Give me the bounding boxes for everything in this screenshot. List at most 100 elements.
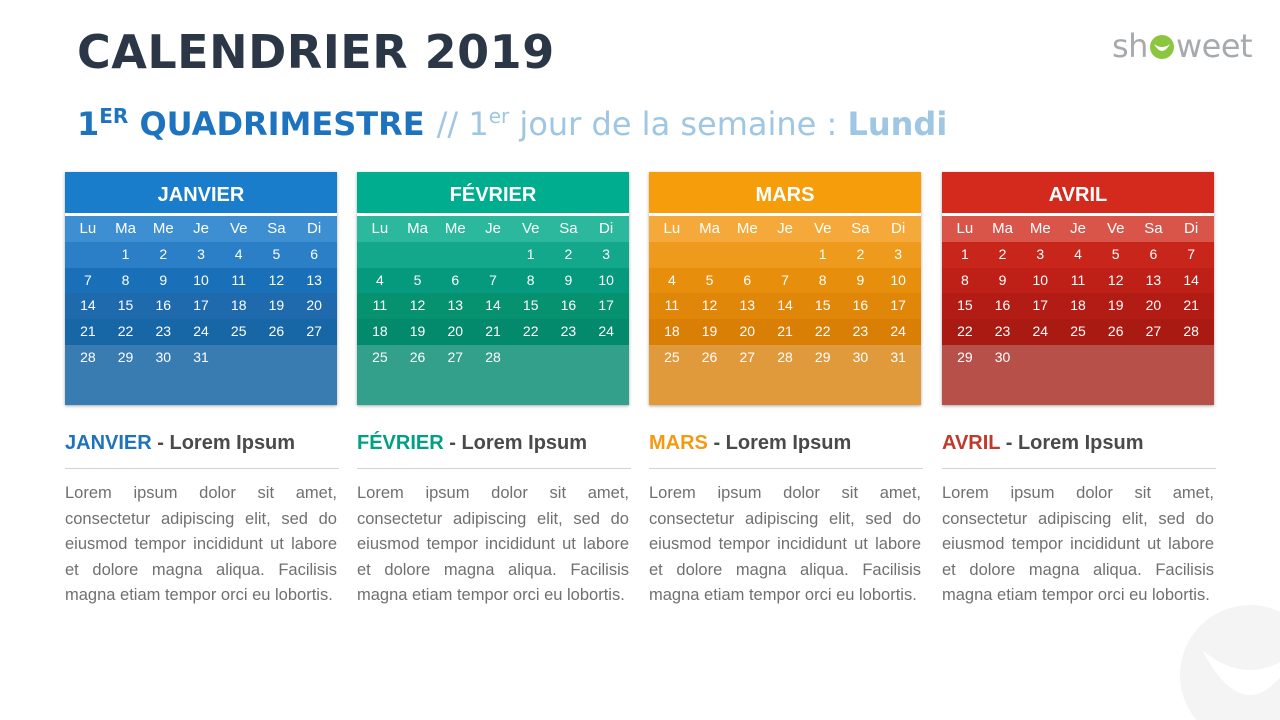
day-cell: 13 [1145,271,1162,288]
day-cell: 20 [447,323,464,340]
day-cell [69,242,107,268]
day-name: Je [193,220,209,237]
day-cell: 5 [413,271,422,288]
week-row: 11 12 13 14 15 16 17 [357,293,629,320]
day-name: Lu [371,220,389,237]
day-cell: 5 [272,245,281,262]
day-cell: 16 [994,297,1011,314]
day-cell: 18 [372,323,388,340]
week-start-label: // 1er jour de la semaine : Lundi [436,104,948,143]
day-name: Sa [1144,220,1163,237]
day-names-row: Lu Ma Me Je Ve Sa Di [65,216,337,242]
day-cell: 2 [159,245,168,262]
day-cell: 24 [890,323,906,340]
month-grid: Lu Ma Me Je Ve Sa Di 1 2 3 4 5 6 7 8 9 10 11 12 13 14 15 16 17 1… [649,216,921,371]
day-cell [1172,345,1210,371]
day-names-row: Lu Ma Me Je Ve Sa Di [357,216,629,242]
day-cell: 7 [781,271,789,288]
week-row: 28 29 30 31 [65,344,337,371]
day-cell [436,242,474,268]
day-name: Je [777,220,793,237]
day-cell: 19 [409,323,426,340]
month-info-separator: - [707,432,726,454]
calendar-footer [649,370,921,405]
calendar-1: FÉVRIER Lu Ma Me Je Ve Sa Di 1 2 3 4 5 6 7 8 9 10 11 12 13 14… [357,172,629,405]
showeet-logo: sh weet [1112,27,1253,65]
day-cell: 12 [1107,271,1124,288]
day-cell: 14 [777,297,793,314]
day-cell: 15 [814,297,831,314]
day-cell: 4 [375,271,384,288]
day-cell: 18 [230,297,247,314]
day-cell: 3 [1036,245,1045,262]
month-header: FÉVRIER [357,172,629,216]
day-cell: 13 [739,297,756,314]
day-name: Ve [229,220,248,237]
day-cell: 22 [522,323,539,340]
day-name: Je [485,220,501,237]
day-cell: 4 [234,245,243,262]
day-name: Lu [663,220,681,237]
day-cell [587,345,625,371]
week-row: 14 15 16 17 18 19 20 [65,293,337,320]
day-cell: 4 [667,271,676,288]
week-row: 4 5 6 7 8 9 10 [357,267,629,294]
day-names-row: Lu Ma Me Je Ve Sa Di [649,216,921,242]
day-cell: 27 [306,323,322,340]
day-cell: 24 [598,323,614,340]
month-grid: Lu Ma Me Je Ve Sa Di 1 2 3 4 5 6 7 8 9 10 11 12 13 14 15 16 17 1… [65,216,337,371]
week-row: 15 16 17 18 19 20 21 [942,293,1214,320]
day-name: Me [444,220,466,237]
divider [357,468,631,469]
month-info-separator: - [1000,432,1018,454]
day-cell: 11 [664,297,680,314]
month-info-name: MARS [649,432,708,454]
month-description: Lorem ipsum dolor sit amet, consectetur … [942,484,1214,604]
day-name: Ma [115,220,136,237]
day-cell: 27 [1145,323,1162,340]
day-name: Di [599,220,614,237]
day-cell [1021,345,1059,371]
month-info-subtitle: Lorem Ipsum [725,432,852,454]
day-name: Ma [992,220,1013,237]
day-cell: 16 [560,297,577,314]
day-cell [512,345,550,371]
day-cell: 7 [489,271,497,288]
day-cell: 25 [1070,323,1086,340]
day-cell: 2 [564,245,573,262]
page-title: CALENDRIER 2019 [77,25,555,79]
day-cell [728,242,766,268]
day-cell: 21 [485,323,501,340]
day-name: Ma [407,220,428,237]
day-cell: 12 [409,297,426,314]
day-cell: 24 [193,323,209,340]
day-cell: 13 [447,297,464,314]
day-cell: 1 [960,245,969,262]
day-cell: 6 [310,245,319,262]
month-info-name: JANVIER [65,432,152,454]
month-calendar: FÉVRIER Lu Ma Me Je Ve Sa Di 1 2 3 4 5 6 7 8 9 10 11 12 13 14… [357,172,629,405]
day-cell: 11 [1070,271,1086,288]
month-header: AVRIL [942,172,1214,216]
day-cell: 26 [409,348,426,365]
day-name: Sa [267,220,286,237]
day-cell: 18 [1070,297,1086,314]
calendar-3: AVRIL Lu Ma Me Je Ve Sa Di 1 2 3 4 5 6 7 8 9 10 11 12 13 14 15… [942,172,1214,405]
day-cell: 10 [598,271,614,288]
day-cell: 25 [230,323,247,340]
day-cell: 30 [852,348,869,365]
day-name: Lu [956,220,974,237]
day-cell: 27 [447,348,464,365]
day-cell: 6 [743,271,752,288]
day-cell: 23 [560,323,577,340]
day-cell: 4 [1074,245,1082,262]
day-cell: 22 [814,323,831,340]
day-cell: 12 [701,297,718,314]
day-cell: 17 [598,297,614,314]
day-cell [653,242,691,268]
day-cell: 30 [994,348,1011,365]
month-info-subtitle: Lorem Ipsum [461,432,588,454]
day-cell: 3 [602,245,611,262]
day-name: Di [891,220,906,237]
day-cell: 28 [485,348,501,365]
